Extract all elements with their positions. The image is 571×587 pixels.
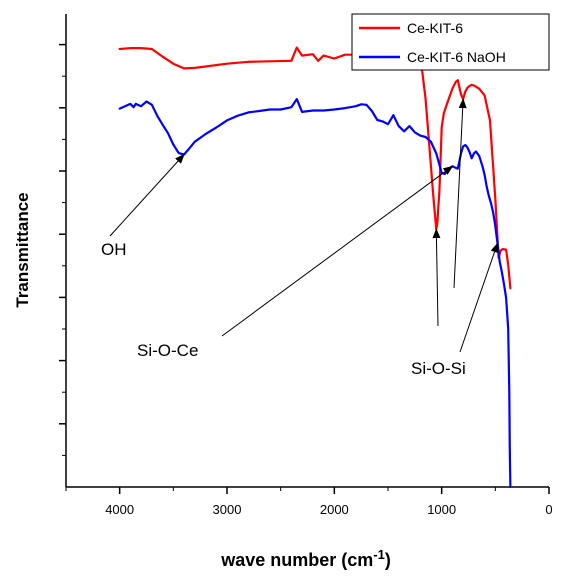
- legend-label-ce-kit-6: Ce-KIT-6: [407, 20, 463, 36]
- annotation-arrow: [453, 98, 467, 289]
- legend-label-ce-kit-6-naoh: Ce-KIT-6 NaOH: [407, 49, 506, 65]
- x-tick-label: 2000: [320, 502, 349, 517]
- series-line-ce-kit-6: [118, 45, 512, 290]
- legend-box: [351, 13, 550, 71]
- y-axis-ticks: [59, 43, 66, 456]
- series-layer: [118, 45, 512, 489]
- x-axis-title-sup: -1: [373, 547, 385, 562]
- annotation-arrow: [221, 165, 454, 337]
- annotation-arrow: [432, 228, 441, 327]
- x-tick-label: 4000: [105, 502, 134, 517]
- annotation-si-o-si: Si-O-Si: [411, 359, 466, 378]
- annotation-oh: OH: [101, 240, 127, 259]
- x-tick-label: 3000: [213, 502, 242, 517]
- annotation-si-o-ce: Si-O-Ce: [137, 341, 198, 360]
- plot-area: [65, 14, 549, 488]
- x-tick-label: 0: [545, 502, 552, 517]
- series-line-ce-kit-6-naoh: [118, 97, 512, 489]
- annotation-arrows: [109, 98, 499, 353]
- x-axis-ticks: 4000 3000 2000 1000 0: [65, 487, 553, 517]
- x-axis-title: wave number (cm-1): [220, 547, 391, 571]
- legend: Ce-KIT-6 Ce-KIT-6 NaOH: [351, 13, 550, 71]
- annotation-arrow: [109, 153, 185, 237]
- y-axis-title: Transmittance: [13, 192, 32, 307]
- annotation-arrow: [459, 242, 499, 353]
- x-tick-label: 1000: [427, 502, 456, 517]
- x-axis-title-main: wave number (cm: [220, 550, 373, 570]
- x-axis-title-close: ): [385, 550, 391, 570]
